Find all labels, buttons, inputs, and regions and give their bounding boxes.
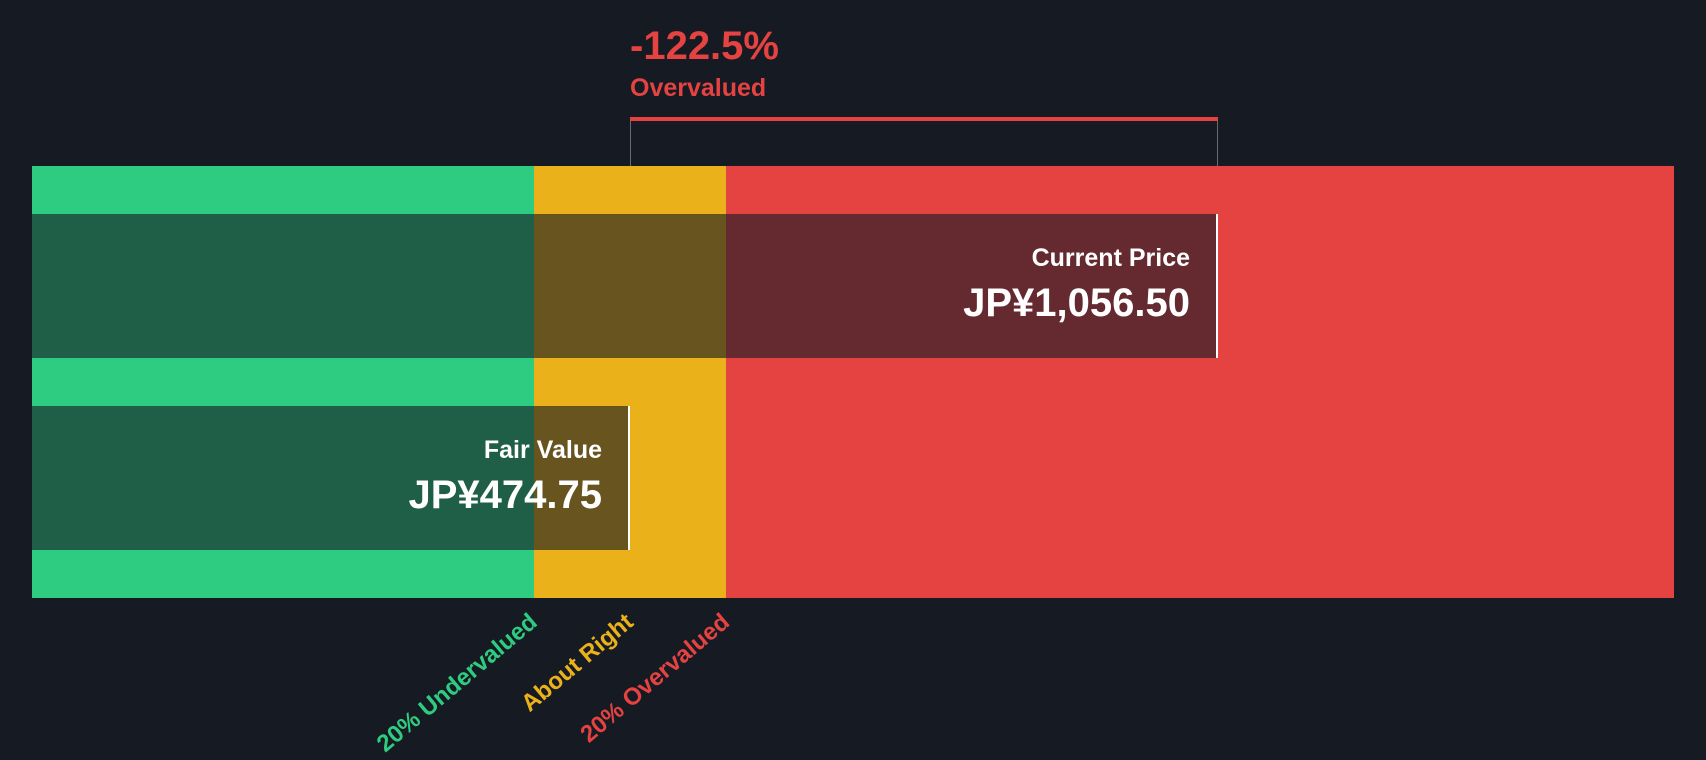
- fair-value-box: Fair Value JP¥474.75: [32, 406, 630, 550]
- current-price-value: JP¥1,056.50: [963, 281, 1190, 325]
- difference-percent: -122.5%: [630, 24, 779, 68]
- fair-value-bar: [32, 406, 630, 550]
- current-price-box: Current Price JP¥1,056.50: [32, 214, 1218, 358]
- fair-value-label: Fair Value: [483, 436, 602, 464]
- fair-value-value: JP¥474.75: [408, 473, 602, 517]
- label-undervalued: 20% Undervalued: [371, 608, 543, 758]
- current-price-label: Current Price: [1031, 244, 1190, 272]
- difference-bracket-top: [630, 117, 1218, 121]
- current-price-bar: [32, 214, 1218, 358]
- valuation-status: Overvalued: [630, 74, 767, 102]
